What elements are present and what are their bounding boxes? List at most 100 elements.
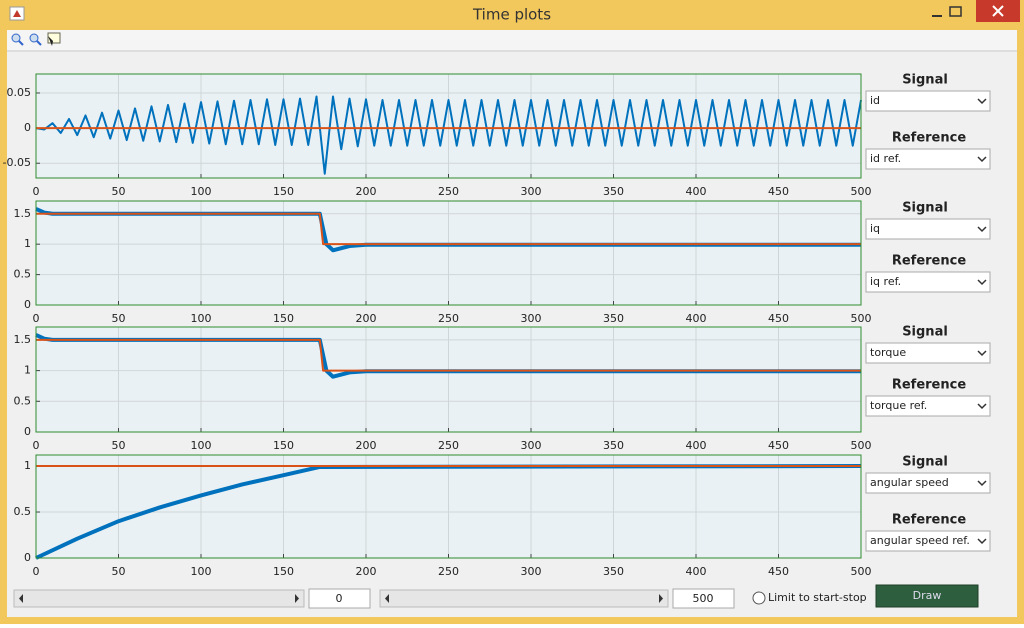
x-tick-label: 200	[356, 439, 377, 452]
x-tick-label: 200	[356, 185, 377, 198]
signal-line	[36, 212, 861, 246]
x-tick-label: 300	[521, 565, 542, 578]
y-tick-label: 0.5	[14, 268, 32, 281]
y-tick-label: 0.5	[14, 505, 32, 518]
signal-dropdown-arrow	[977, 98, 987, 105]
signal-dropdown-arrow	[977, 226, 987, 233]
signal-dropdown[interactable]	[865, 218, 991, 240]
reference-dropdown-arrow	[977, 538, 987, 545]
x-tick-label: 400	[686, 565, 707, 578]
stop-field[interactable]	[672, 588, 735, 609]
x-tick-label: 250	[438, 185, 459, 198]
x-tick-label: 500	[851, 185, 872, 198]
x-tick-label: 400	[686, 439, 707, 452]
x-tick-label: 250	[438, 565, 459, 578]
x-tick-label: 400	[686, 185, 707, 198]
slider-right-arrow	[295, 594, 299, 603]
data-cursor-tool[interactable]	[47, 32, 61, 46]
plot-border	[35, 73, 862, 179]
x-tick-label: 50	[112, 312, 126, 325]
plot-border	[35, 454, 862, 559]
x-tick-label: 500	[851, 312, 872, 325]
signal-line	[35, 464, 862, 560]
x-tick-label: 150	[273, 185, 294, 198]
x-tick-label: 50	[112, 185, 126, 198]
maximize-button[interactable]	[949, 6, 962, 17]
x-tick-label: 200	[356, 565, 377, 578]
y-tick-label: 0	[24, 425, 31, 438]
reference-label: Reference	[892, 513, 966, 528]
reference-dropdown-arrow	[977, 156, 987, 163]
x-tick-label: 150	[273, 565, 294, 578]
app-icon-glyph	[13, 10, 21, 17]
slider-right-arrow	[659, 594, 663, 603]
x-tick-label: 150	[273, 439, 294, 452]
reference-label: Reference	[892, 254, 966, 269]
y-tick-label: 0	[24, 551, 31, 564]
x-tick-label: 400	[686, 312, 707, 325]
x-tick-label: 450	[768, 439, 789, 452]
x-tick-label: 100	[191, 312, 212, 325]
x-tick-label: 50	[112, 439, 126, 452]
signal-dropdown[interactable]	[865, 90, 991, 112]
x-tick-label: 100	[191, 185, 212, 198]
x-tick-label: 200	[356, 312, 377, 325]
x-tick-label: 350	[603, 312, 624, 325]
x-tick-label: 250	[438, 312, 459, 325]
slider-track[interactable]	[13, 589, 305, 608]
signal-dropdown[interactable]	[865, 472, 991, 494]
start-field[interactable]	[308, 588, 371, 609]
x-tick-label: 300	[521, 312, 542, 325]
slider-track[interactable]	[379, 589, 669, 608]
toolbar	[7, 30, 1017, 50]
signal-dropdown-arrow	[977, 480, 987, 487]
limit-radio[interactable]	[752, 591, 766, 605]
signal-label: Signal	[902, 325, 948, 340]
reference-dropdown[interactable]	[865, 271, 991, 293]
reference-dropdown[interactable]	[865, 395, 991, 417]
x-tick-label: 50	[112, 565, 126, 578]
y-tick-label: 1	[24, 237, 31, 250]
x-tick-label: 0	[33, 565, 40, 578]
x-tick-label: 150	[273, 312, 294, 325]
x-tick-label: 350	[603, 185, 624, 198]
x-tick-label: 0	[33, 312, 40, 325]
reference-dropdown-text: angular speed ref.	[870, 534, 970, 547]
x-tick-label: 450	[768, 185, 789, 198]
x-tick-label: 500	[851, 565, 872, 578]
limit-label: Limit to start-stop	[768, 591, 867, 604]
y-tick-label: 0	[24, 298, 31, 311]
signal-dropdown[interactable]	[865, 342, 991, 364]
x-tick-label: 450	[768, 312, 789, 325]
x-tick-label: 450	[768, 565, 789, 578]
y-tick-label: 1	[24, 364, 31, 377]
x-tick-label: 350	[603, 565, 624, 578]
reference-dropdown[interactable]	[865, 148, 991, 170]
x-tick-label: 250	[438, 439, 459, 452]
zoom-in-tool[interactable]	[11, 33, 24, 46]
x-tick-label: 500	[851, 439, 872, 452]
reference-dropdown[interactable]	[865, 530, 991, 552]
draw-button-text: Draw	[913, 589, 942, 602]
reference-dropdown-arrow	[977, 403, 987, 410]
x-tick-label: 100	[191, 439, 212, 452]
signal-label: Signal	[902, 201, 948, 216]
reference-dropdown-arrow	[977, 279, 987, 286]
draw-button[interactable]	[875, 584, 979, 608]
y-tick-label: 1.5	[14, 333, 32, 346]
zoom-out-tool[interactable]	[29, 33, 42, 46]
signal-line	[35, 95, 862, 175]
y-tick-label: 0.05	[7, 86, 32, 99]
reference-dropdown-text: id ref.	[870, 152, 901, 165]
plot-border	[35, 200, 862, 306]
close-button[interactable]	[976, 0, 1020, 22]
reference-dropdown-text: torque ref.	[870, 399, 927, 412]
signal-line	[36, 338, 861, 372]
signal-dropdown-text: iq	[870, 222, 880, 235]
signal-label: Signal	[902, 455, 948, 470]
x-tick-label: 0	[33, 439, 40, 452]
x-tick-label: 300	[521, 185, 542, 198]
y-tick-label: 0.5	[14, 394, 32, 407]
